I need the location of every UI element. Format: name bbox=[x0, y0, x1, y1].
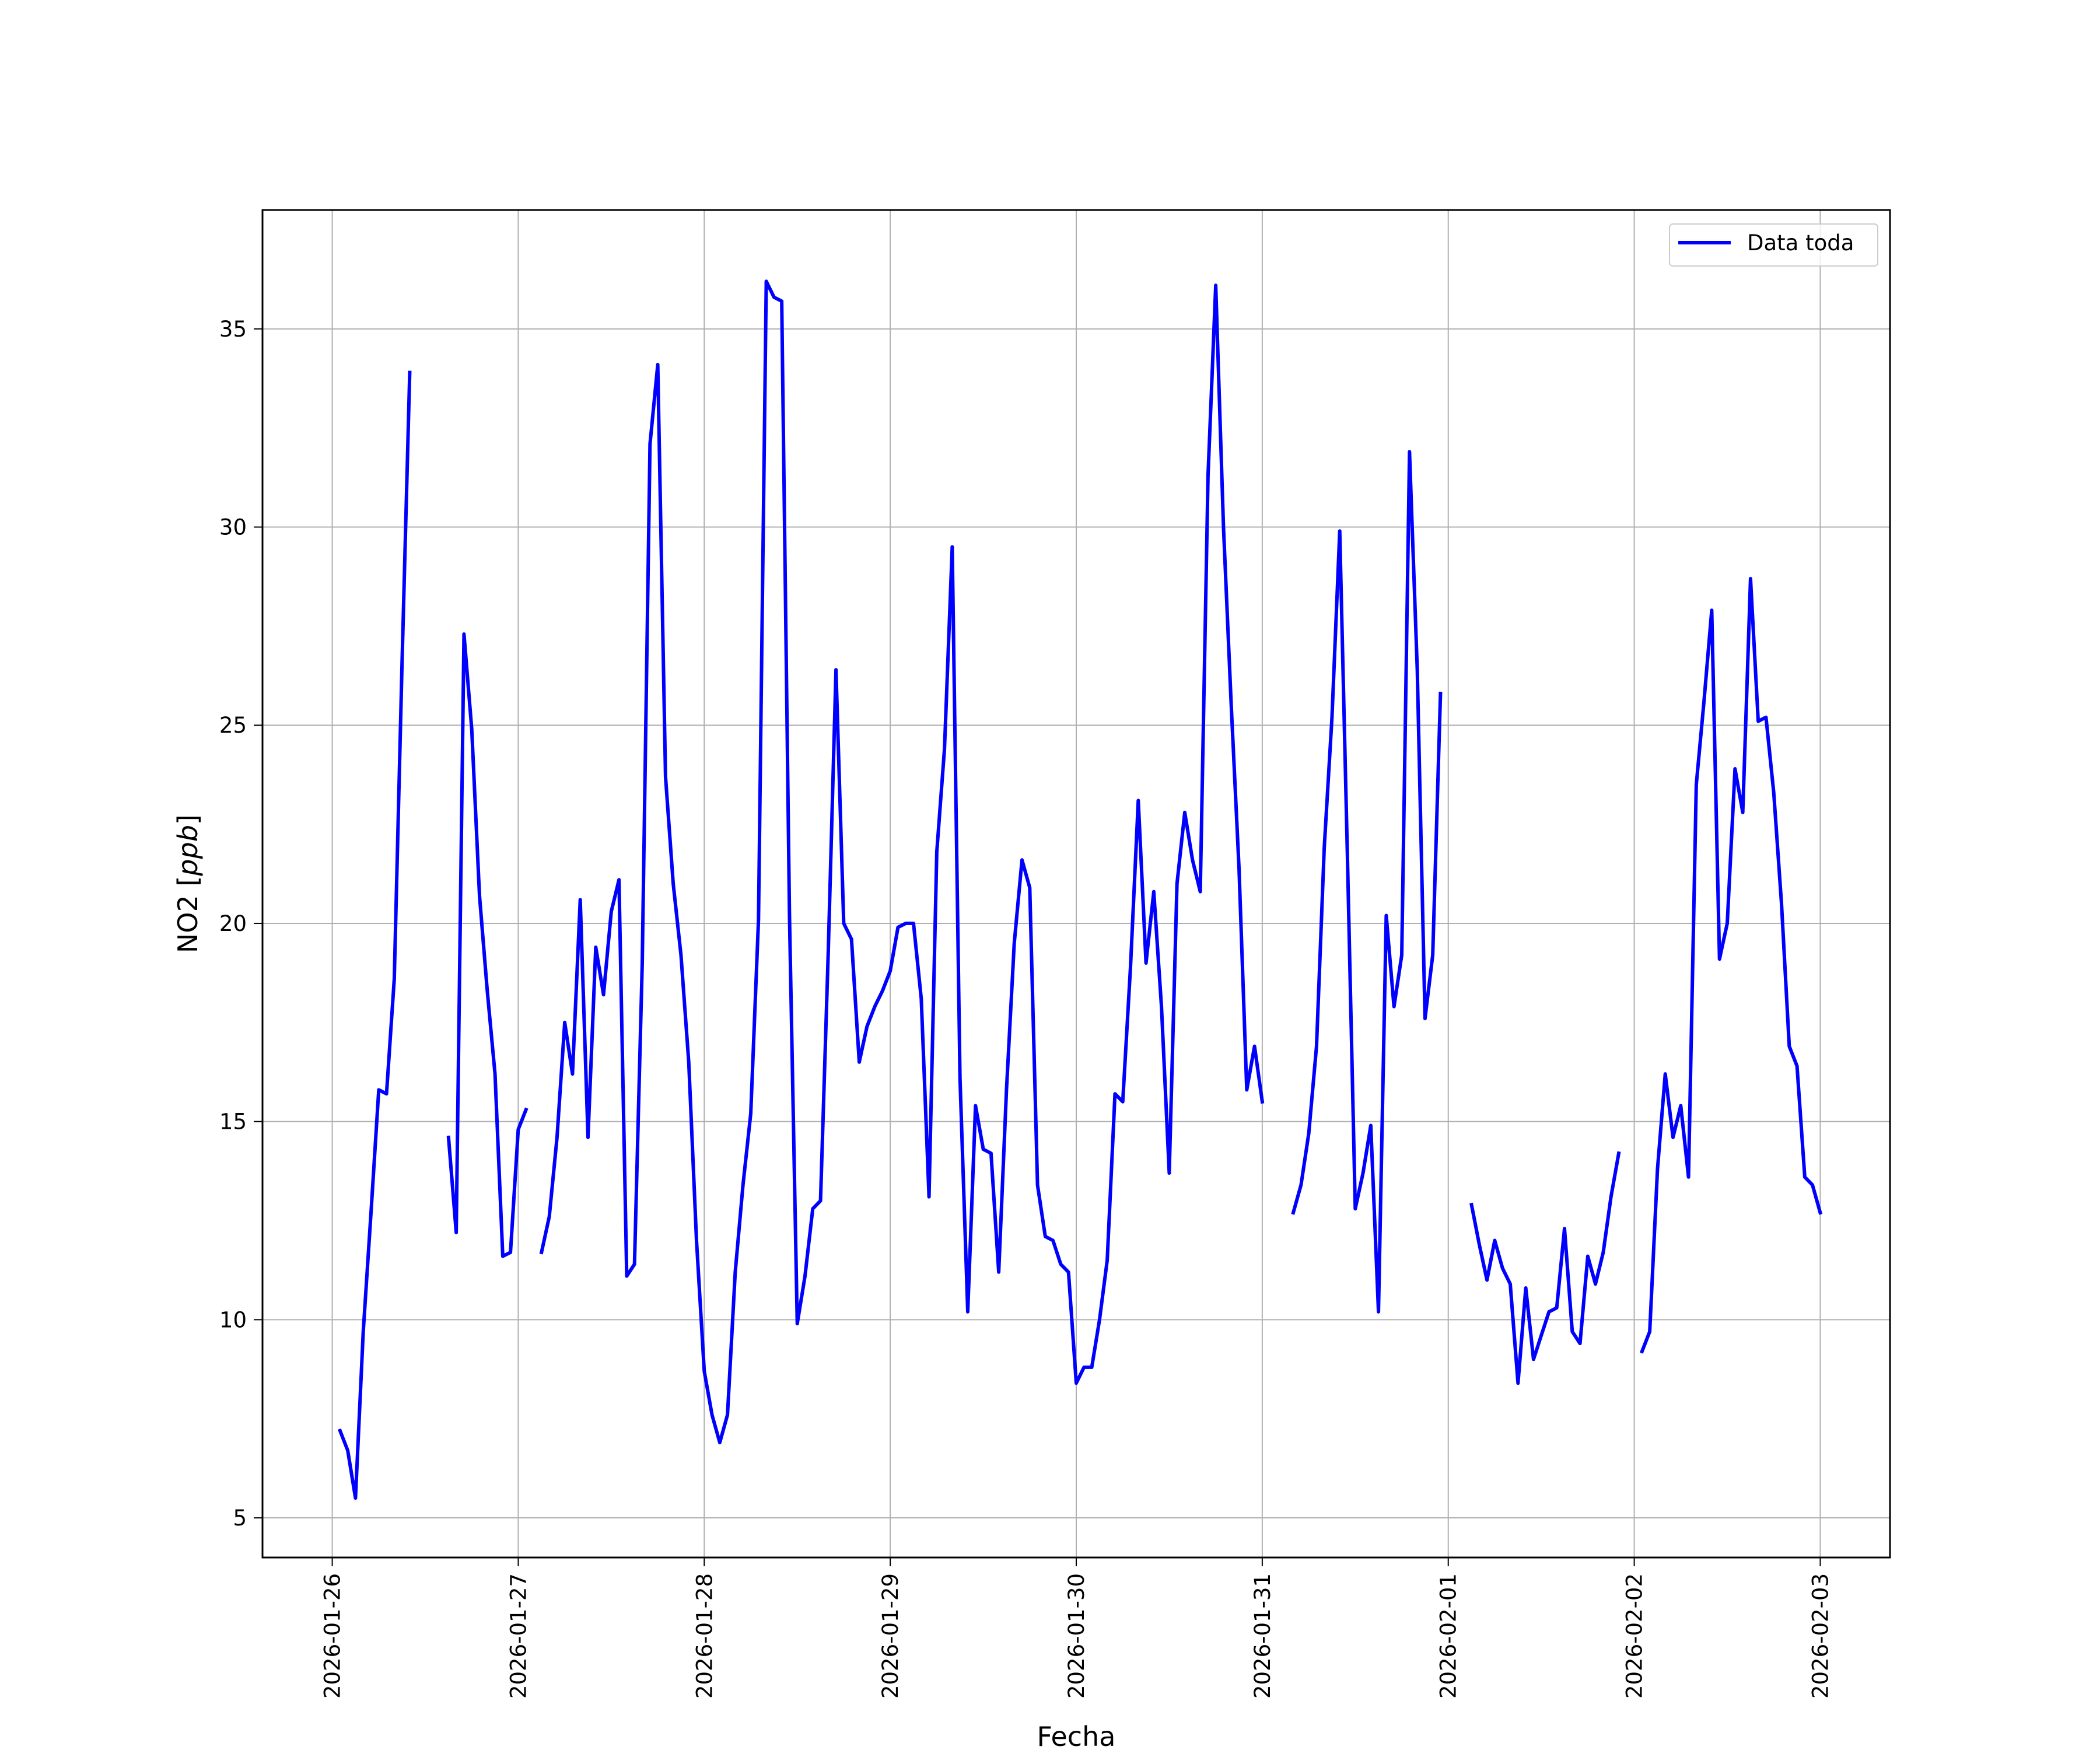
y-axis-label: NO2 [ppb] bbox=[172, 814, 204, 953]
x-tick-label: 2026-01-27 bbox=[506, 1573, 531, 1699]
y-axis-label-close: ] bbox=[172, 814, 204, 825]
y-axis-label-main: NO2 [ bbox=[172, 876, 204, 953]
y-tick-label: 35 bbox=[219, 317, 247, 342]
series-line bbox=[539, 279, 1265, 1444]
y-tick-label: 25 bbox=[219, 713, 247, 738]
y-tick-label: 30 bbox=[219, 515, 247, 540]
legend-box bbox=[1669, 223, 1878, 267]
grid-lines bbox=[262, 210, 1890, 1558]
x-axis-label: Fecha bbox=[1037, 1721, 1116, 1750]
y-axis-label-unit: ppb bbox=[172, 825, 204, 877]
y-tick-label: 10 bbox=[219, 1307, 247, 1332]
legend-entry: Data toda bbox=[1747, 230, 1854, 256]
x-tick-label: 2026-02-03 bbox=[1808, 1573, 1833, 1699]
series-line bbox=[1469, 1151, 1621, 1385]
y-tick-label: 5 bbox=[233, 1506, 247, 1531]
y-tick-label: 15 bbox=[219, 1110, 247, 1135]
series-line bbox=[338, 370, 412, 1500]
ticks-layer: 2026-01-26 2026-01-27 2026-01-28 2026-01-29… bbox=[219, 317, 1833, 1699]
legend: Data toda bbox=[1669, 223, 1878, 267]
series-layer bbox=[338, 279, 1823, 1500]
x-tick-label: 2026-01-31 bbox=[1250, 1573, 1275, 1699]
x-tick-label: 2026-01-28 bbox=[692, 1573, 717, 1699]
x-tick-label: 2026-02-02 bbox=[1622, 1573, 1647, 1699]
series-line bbox=[1291, 450, 1443, 1314]
x-tick-label: 2026-01-26 bbox=[320, 1573, 345, 1699]
x-tick-label: 2026-01-29 bbox=[878, 1573, 903, 1699]
y-tick-label: 20 bbox=[219, 911, 247, 936]
x-tick-label: 2026-02-01 bbox=[1436, 1573, 1461, 1699]
series-line bbox=[446, 632, 528, 1258]
x-tick-label: 2026-01-30 bbox=[1064, 1573, 1089, 1699]
series-line bbox=[1640, 576, 1823, 1354]
